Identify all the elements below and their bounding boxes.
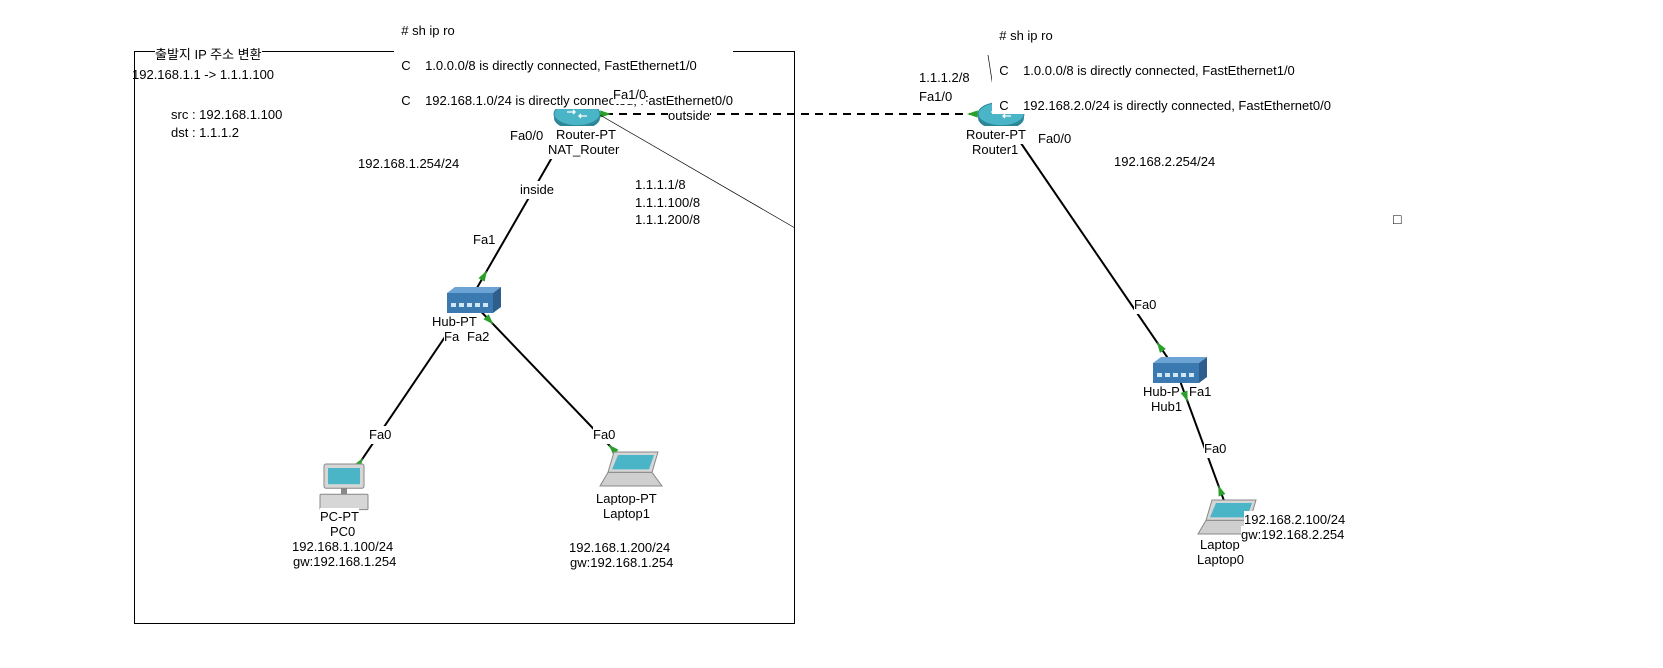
pc0-gw: gw:192.168.1.254 <box>293 553 396 571</box>
hub-icon-2 <box>1153 357 1207 383</box>
src-dst-label: src : 192.168.1.100 dst : 1.1.1.2 <box>171 106 282 141</box>
hub1-fa1: Fa1 <box>473 231 495 249</box>
route2-title: # sh ip ro <box>999 28 1052 43</box>
route-table-2: # sh ip ro C 1.0.0.0/8 is directly conne… <box>992 9 1331 114</box>
hub2-fa1: Fa1 <box>1189 383 1211 401</box>
square-marker: □ <box>1393 210 1401 229</box>
hub2-fa0-bottom: Fa0 <box>1204 440 1226 458</box>
outside-label: outside <box>668 107 710 125</box>
laptop1-name: Laptop1 <box>603 505 650 523</box>
laptop0-name: Laptop0 <box>1197 551 1244 569</box>
hub1-fa: Fa <box>444 328 459 346</box>
route1-title: # sh ip ro <box>401 23 454 38</box>
router1-name: NAT_Router <box>548 141 619 159</box>
router2-name: Router1 <box>972 141 1018 159</box>
hub1-fa2: Fa2 <box>467 328 489 346</box>
route1-line1: C 1.0.0.0/8 is directly connected, FastE… <box>401 58 697 73</box>
route-table-1: # sh ip ro C 1.0.0.0/8 is directly conne… <box>394 4 733 109</box>
router2-fa00: Fa0/0 <box>1038 130 1071 148</box>
laptop1-gw: gw:192.168.1.254 <box>570 554 673 572</box>
router2-fa10: Fa1/0 <box>919 88 952 106</box>
router2-ip-fa10: 1.1.1.2/8 <box>919 69 970 87</box>
inside-label: inside <box>520 181 554 199</box>
router1-ips-right: 1.1.1.1/8 1.1.1.100/8 1.1.1.200/8 <box>635 176 700 229</box>
router2-ip-fa00: 192.168.2.254/24 <box>1114 153 1215 171</box>
router1-fa00: Fa0/0 <box>510 127 543 145</box>
router1-ip-fa00: 192.168.1.254/24 <box>358 155 459 173</box>
nat-box-map: 192.168.1.1 -> 1.1.1.100 <box>132 66 274 84</box>
route2-line1: C 1.0.0.0/8 is directly connected, FastE… <box>999 63 1295 78</box>
pc0-fa0: Fa0 <box>369 426 391 444</box>
route2-line2: C 192.168.2.0/24 is directly connected, … <box>999 98 1331 113</box>
laptop1-fa0: Fa0 <box>593 426 615 444</box>
hub2-name: Hub1 <box>1151 398 1182 416</box>
laptop0-gw: gw:192.168.2.254 <box>1241 526 1344 544</box>
nat-box-title: 출발지 IP 주소 변환 <box>155 46 262 64</box>
route1-line2: C 192.168.1.0/24 is directly connected, … <box>401 93 733 108</box>
hub2-fa0-top: Fa0 <box>1134 296 1156 314</box>
router1-fa10: Fa1/0 <box>613 86 646 104</box>
